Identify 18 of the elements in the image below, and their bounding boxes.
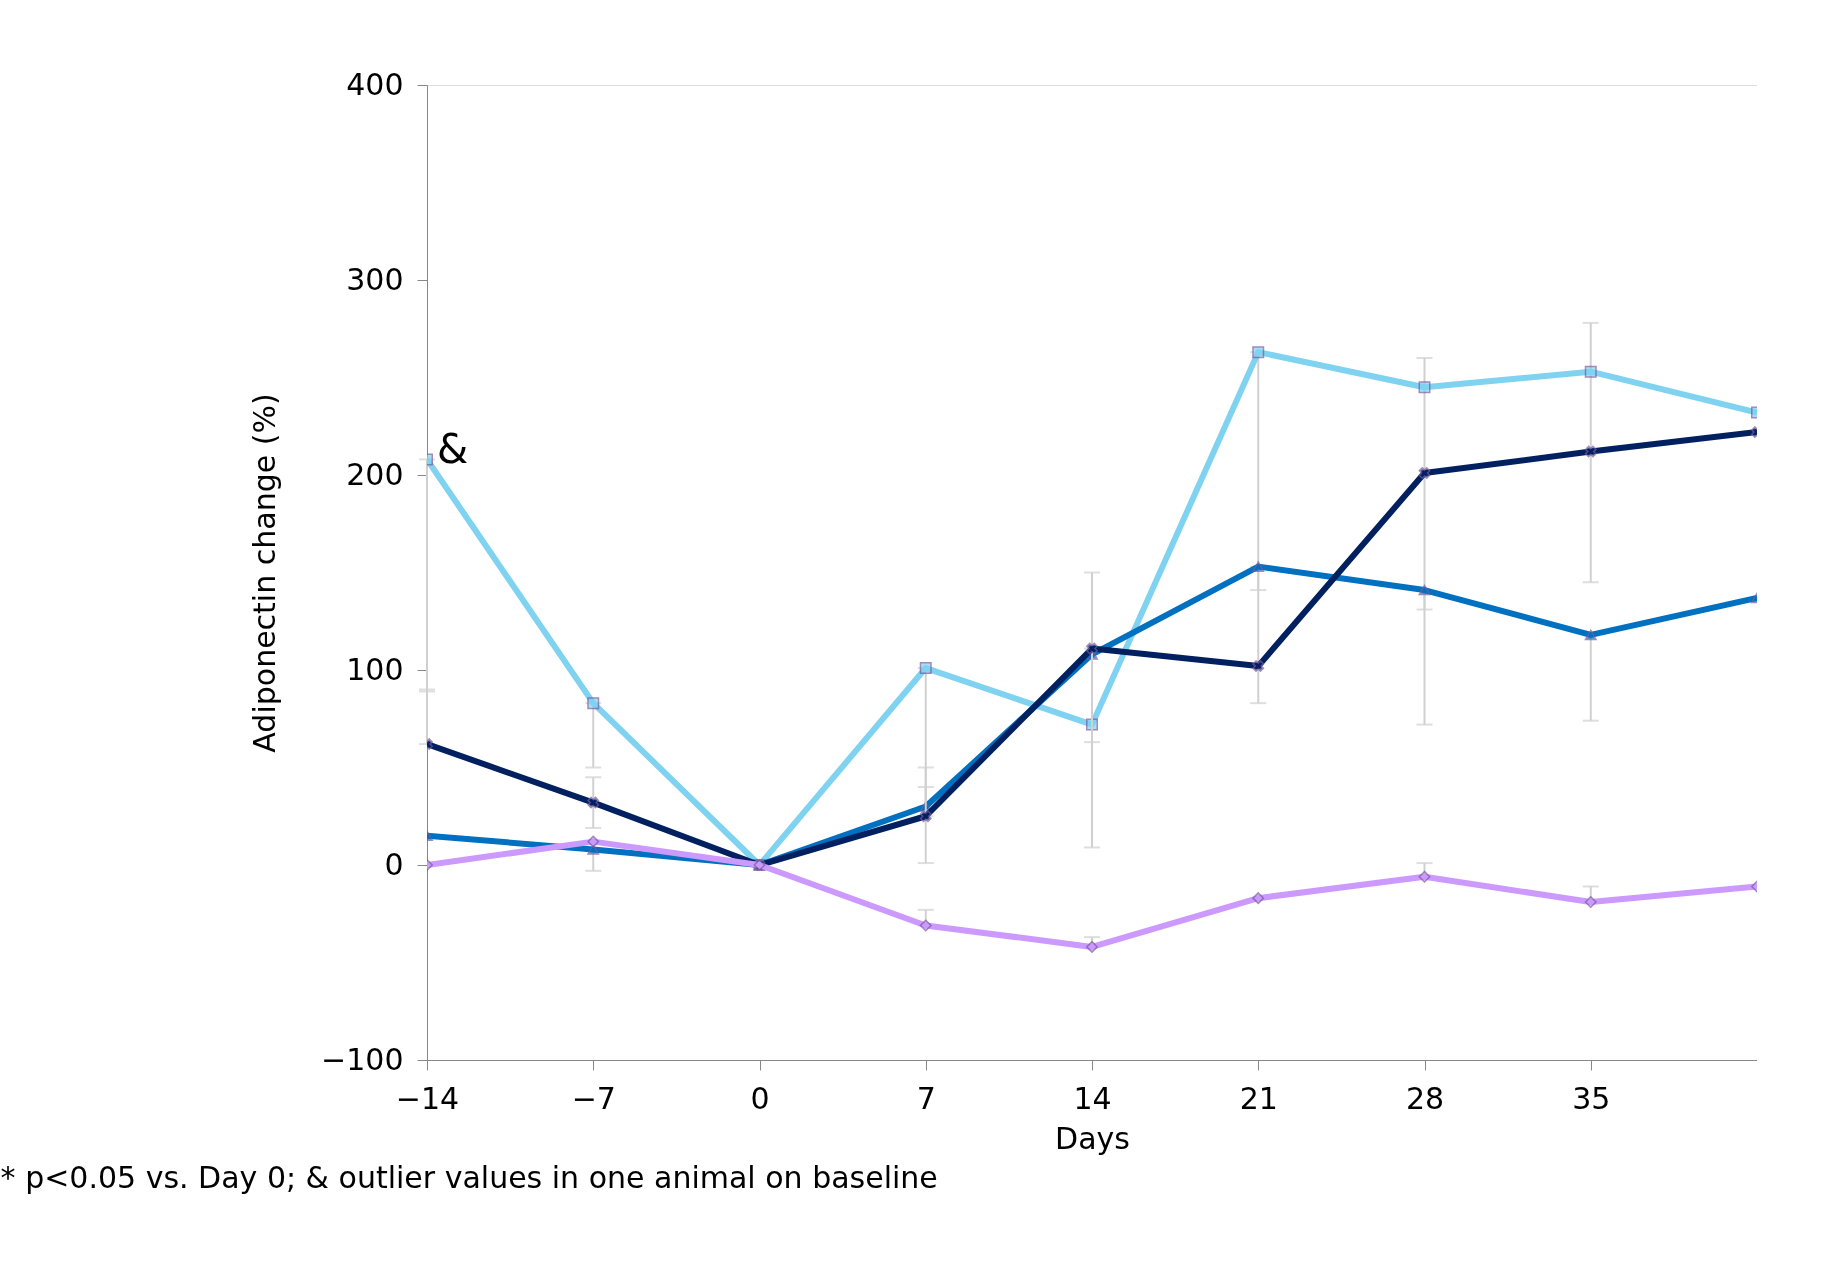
x-tick-label: 0 bbox=[750, 1080, 770, 1116]
y-tick-label: −100 bbox=[321, 1041, 404, 1077]
y-tick-label: 300 bbox=[346, 261, 404, 297]
x-tick-label: −7 bbox=[571, 1080, 616, 1116]
y-tick-label: 200 bbox=[346, 456, 404, 492]
x-tick-label: −14 bbox=[395, 1080, 460, 1116]
x-tick-label: 28 bbox=[1405, 1080, 1445, 1116]
y-tick-label: 0 bbox=[384, 846, 404, 882]
y-tick-label: 100 bbox=[346, 651, 404, 687]
y-tick-label: 400 bbox=[346, 66, 404, 102]
x-tick-label: 35 bbox=[1572, 1080, 1611, 1116]
text: * p<0.05 vs. Day 0; & outlier values in one animal on baseline bbox=[0, 1160, 938, 1195]
x-tick-label: 7 bbox=[916, 1080, 936, 1116]
x-tick-label: 21 bbox=[1239, 1080, 1278, 1116]
x-axis-title: Days bbox=[1055, 1120, 1130, 1156]
y-axis-title: Adiponectin change (%) bbox=[247, 393, 283, 753]
annotation: & bbox=[437, 426, 469, 473]
x-tick-label: 14 bbox=[1073, 1080, 1112, 1116]
